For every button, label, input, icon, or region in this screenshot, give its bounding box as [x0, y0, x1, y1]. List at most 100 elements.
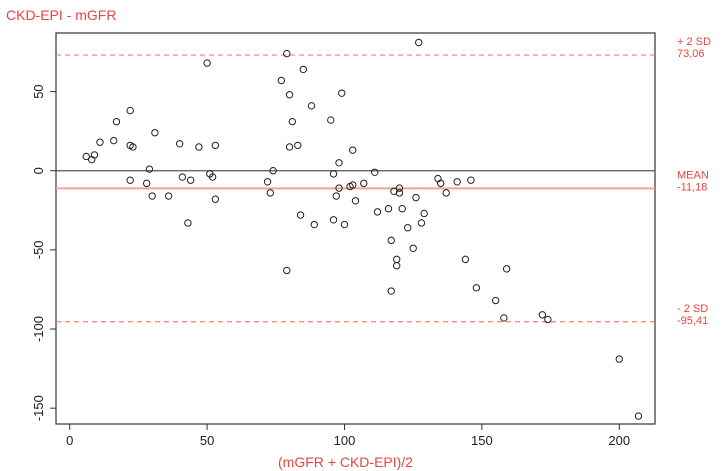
- data-point: [96, 138, 104, 146]
- data-point: [404, 224, 412, 232]
- y-tick-label: 50: [31, 84, 46, 98]
- data-point: [327, 116, 335, 124]
- data-point: [307, 102, 316, 110]
- data-point: [283, 266, 291, 275]
- data-point: [195, 143, 203, 151]
- data-point: [266, 189, 275, 197]
- reference-line-label: -95,41: [677, 315, 708, 327]
- data-point: [417, 219, 426, 227]
- y-axis: -150 -100 -50 0 50: [31, 84, 56, 421]
- data-point: [145, 165, 154, 173]
- data-point: [90, 151, 99, 159]
- data-point: [82, 152, 90, 161]
- x-tick-label: 150: [471, 433, 493, 448]
- data-point: [393, 262, 401, 270]
- data-point: [461, 255, 470, 264]
- data-point: [329, 170, 338, 178]
- y-tick-label: -50: [31, 240, 46, 259]
- data-point: [434, 174, 442, 183]
- x-tick-label: 200: [608, 433, 630, 448]
- data-point: [285, 91, 294, 99]
- data-point: [371, 168, 379, 177]
- data-point: [263, 178, 272, 186]
- data-point: [373, 208, 382, 216]
- reference-line-label: MEAN: [677, 169, 709, 181]
- data-point: [615, 355, 623, 363]
- data-point: [467, 176, 475, 184]
- data-point: [186, 176, 195, 184]
- data-point: [414, 38, 423, 47]
- data-point: [420, 209, 428, 218]
- data-point: [409, 244, 417, 252]
- data-point: [338, 89, 346, 97]
- data-point: [395, 189, 404, 197]
- plot-frame: [55, 32, 656, 425]
- data-point: [294, 141, 302, 150]
- data-point: [544, 315, 552, 324]
- reference-line-label: 73,06: [677, 48, 705, 60]
- data-point: [335, 159, 343, 167]
- y-tick-label: -100: [31, 316, 46, 342]
- data-point: [310, 220, 318, 229]
- data-point: [412, 193, 420, 202]
- data-point: [269, 167, 277, 175]
- data-point: [349, 146, 357, 154]
- reference-line-label: - 2 SD: [677, 303, 708, 315]
- data-points: [82, 38, 643, 420]
- data-point: [340, 220, 349, 229]
- data-point: [390, 187, 398, 195]
- reference-lines: [56, 54, 655, 323]
- x-tick-label: 100: [334, 433, 356, 448]
- data-point: [178, 173, 187, 181]
- data-point: [387, 236, 395, 245]
- data-point: [203, 59, 211, 67]
- data-point: [164, 192, 173, 200]
- data-point: [296, 211, 305, 219]
- data-point: [211, 141, 220, 150]
- data-point: [285, 143, 294, 151]
- data-point: [142, 179, 151, 188]
- data-point: [288, 117, 297, 126]
- y-tick-label: -150: [31, 395, 46, 421]
- data-point: [349, 181, 357, 189]
- data-point: [211, 195, 220, 203]
- data-point: [360, 179, 368, 188]
- data-point: [502, 265, 511, 273]
- chart-title: CKD-EPI - mGFR: [6, 7, 116, 23]
- data-point: [335, 184, 343, 192]
- data-point: [277, 76, 286, 85]
- data-point: [151, 129, 159, 137]
- data-point: [442, 189, 450, 197]
- data-point: [453, 178, 461, 186]
- data-point: [175, 140, 184, 148]
- data-point: [126, 106, 134, 115]
- data-point: [538, 311, 547, 319]
- data-point: [634, 412, 643, 420]
- data-point: [436, 179, 445, 188]
- data-point: [387, 287, 395, 295]
- x-tick-label: 0: [66, 433, 73, 448]
- y-tick-label: 0: [31, 167, 46, 174]
- data-point: [283, 49, 291, 58]
- data-point: [112, 117, 121, 126]
- reference-line-label: -11,18: [677, 181, 707, 193]
- data-point: [148, 192, 156, 200]
- x-tick-label: 50: [200, 433, 214, 448]
- data-point: [329, 216, 338, 224]
- data-point: [472, 284, 481, 292]
- data-point: [500, 314, 508, 322]
- data-point: [398, 205, 406, 213]
- x-axis-label: (mGFR + CKD-EPI)/2: [278, 454, 413, 470]
- data-point: [299, 65, 307, 74]
- x-axis: 0 50 100 150 200: [66, 424, 630, 448]
- data-point: [491, 296, 500, 305]
- data-point: [129, 143, 137, 151]
- data-point: [126, 176, 134, 184]
- data-point: [332, 192, 340, 200]
- data-point: [351, 197, 360, 205]
- data-point: [110, 136, 118, 145]
- data-point: [384, 205, 393, 213]
- reference-line-label: + 2 SD: [677, 36, 711, 48]
- data-point: [208, 173, 217, 181]
